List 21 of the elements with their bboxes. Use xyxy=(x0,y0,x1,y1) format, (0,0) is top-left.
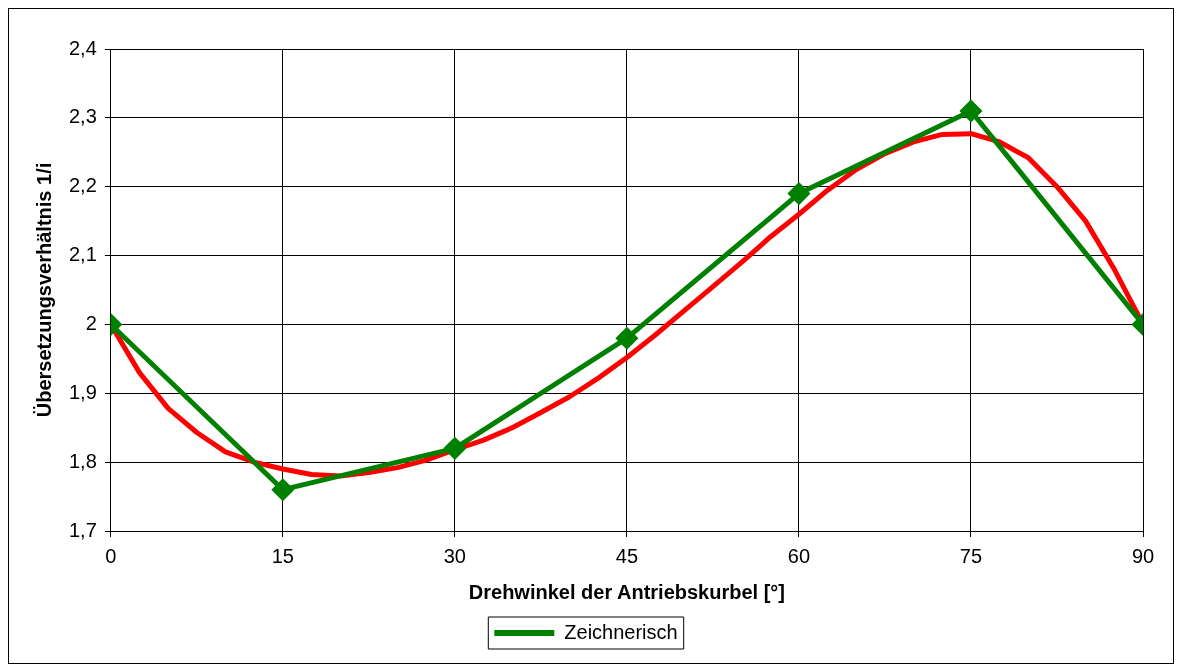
y-tick-label: 1,7 xyxy=(68,518,97,541)
point xyxy=(444,437,466,459)
x-tick-label: 30 xyxy=(443,544,466,567)
point xyxy=(616,327,638,349)
y-tick-label: 1,9 xyxy=(68,380,97,403)
x-axis-title: Drehwinkel der Antriebskurbel [°] xyxy=(468,580,786,603)
legend-label: Zeichnerisch xyxy=(564,620,678,643)
x-tick-label: 75 xyxy=(959,544,983,567)
y-tick-label: 1,8 xyxy=(68,449,97,472)
x-tick-label: 45 xyxy=(615,544,639,567)
y-tick-label: 2,1 xyxy=(68,243,97,266)
point xyxy=(788,183,810,205)
y-axis-title: Übersetzungsverhältnis 1/i xyxy=(32,162,55,418)
x-tick-label: 15 xyxy=(271,544,294,567)
x-tick-label: 60 xyxy=(787,544,811,567)
y-tick-label: 2 xyxy=(85,311,97,334)
y-tick-label: 2,3 xyxy=(68,105,97,128)
x-tick-label: 90 xyxy=(1131,544,1155,567)
y-tick-label: 2,4 xyxy=(68,36,97,59)
x-tick-label: 0 xyxy=(105,544,117,567)
y-tick-label: 2,2 xyxy=(68,174,97,197)
